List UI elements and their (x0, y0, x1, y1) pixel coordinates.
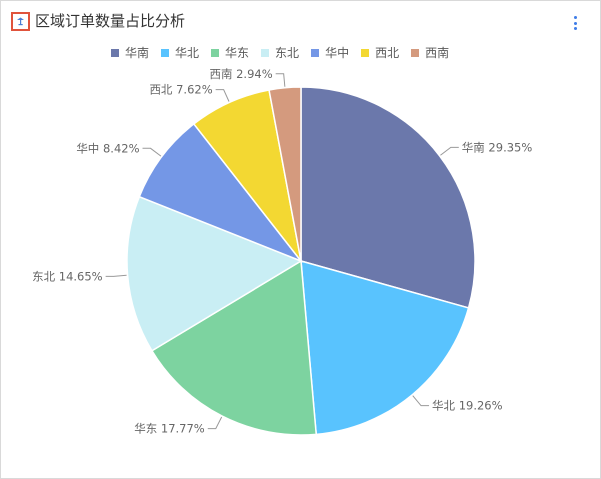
slice-label-line (275, 73, 286, 87)
pie-slice[interactable] (300, 86, 476, 309)
legend-item[interactable]: 华中 (311, 45, 349, 61)
pin-icon-glyph (17, 17, 24, 26)
chart-title: 区域订单数量占比分析 (35, 12, 186, 30)
legend-item[interactable]: 华南 (111, 45, 149, 61)
slice-label: 华东 17.77% (134, 422, 205, 436)
legend-item[interactable]: 西北 (361, 45, 399, 61)
legend-label: 西南 (425, 46, 450, 60)
slice-label: 东北 14.65% (32, 269, 103, 283)
slice-label-line (440, 146, 459, 156)
legend-item[interactable]: 华北 (161, 45, 199, 61)
slice-label-line (105, 274, 127, 277)
legend-swatch (261, 49, 270, 57)
slice-label-line (142, 147, 162, 157)
legend-label: 西北 (375, 46, 400, 60)
pie-slice[interactable] (150, 259, 318, 436)
legend-item[interactable]: 东北 (261, 45, 299, 61)
more-vertical-icon[interactable] (569, 13, 583, 33)
pie-slice[interactable] (300, 259, 470, 436)
legend-label: 华南 (125, 46, 150, 60)
slice-label: 华中 8.42% (76, 141, 139, 155)
legend-swatch (361, 49, 370, 57)
card-header: 区域订单数量占比分析 (1, 1, 600, 41)
slice-label: 西南 2.94% (209, 67, 272, 81)
legend-swatch (111, 49, 119, 57)
slice-label: 华北 19.26% (432, 399, 503, 413)
pie-slice[interactable] (126, 195, 303, 352)
legend-label: 华中 (325, 46, 350, 60)
legend-label: 华东 (225, 46, 250, 60)
legend-swatch (411, 49, 420, 57)
legend-swatch (161, 49, 170, 57)
chart-legend: 华南 华北 华东 东北 华中 西北 西南 (111, 45, 461, 61)
legend-label: 华北 (175, 46, 200, 60)
legend-swatch (211, 49, 220, 57)
slice-label: 华南 29.35% (462, 140, 533, 154)
legend-item[interactable]: 华东 (211, 45, 249, 61)
pin-icon[interactable] (11, 12, 30, 31)
pie-slice[interactable] (138, 122, 304, 263)
legend-label: 东北 (275, 46, 300, 60)
slice-label-line (412, 395, 430, 407)
slice-label: 西北 7.62% (149, 83, 212, 97)
legend-item[interactable]: 西南 (411, 45, 449, 61)
slice-label-line (215, 89, 230, 102)
legend-swatch (311, 49, 320, 57)
slice-label-line (207, 416, 223, 430)
pie-slice[interactable] (268, 86, 302, 262)
